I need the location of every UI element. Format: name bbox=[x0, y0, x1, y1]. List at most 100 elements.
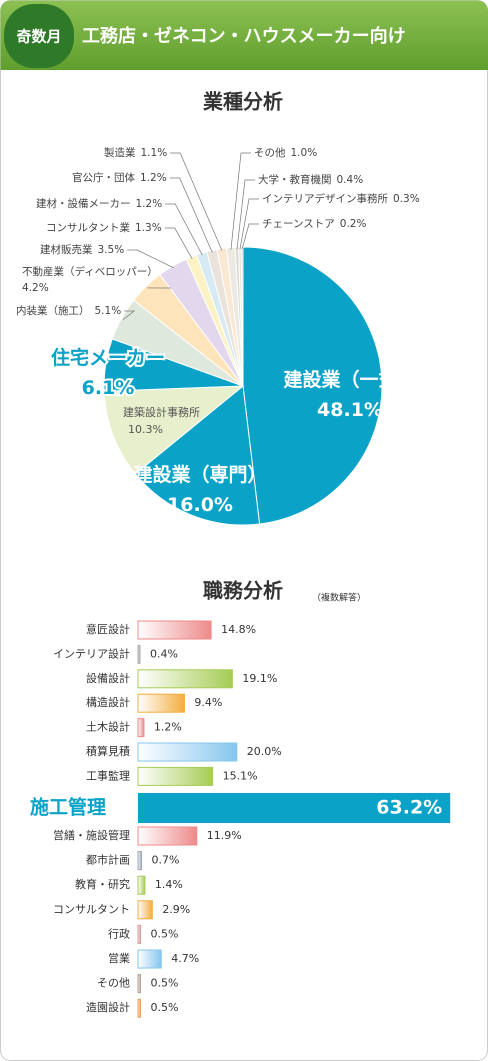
leader-line bbox=[122, 310, 136, 320]
value-label: 11.9% bbox=[207, 829, 242, 842]
bar bbox=[137, 998, 141, 1018]
value-label: 63.2% bbox=[376, 797, 442, 819]
category-label: 積算見積 bbox=[86, 744, 130, 758]
category-label: 教育・研究 bbox=[75, 877, 130, 891]
leader-line bbox=[165, 203, 203, 256]
bar bbox=[137, 742, 238, 762]
value-label: 0.5% bbox=[150, 977, 178, 990]
pie-label: 大学・教育機関 0.4% bbox=[258, 173, 363, 186]
pie-label: 製造業 1.1% bbox=[104, 146, 167, 159]
bar bbox=[137, 900, 153, 920]
pie-label: 官公庁・団体 1.2% bbox=[72, 171, 167, 184]
pie-label-name: 官公庁・団体 bbox=[72, 171, 135, 184]
pie-label-name: 大学・教育機関 bbox=[258, 173, 332, 186]
pie-title: 業種分析 bbox=[203, 90, 283, 114]
value-label: 0.5% bbox=[150, 927, 178, 940]
badge bbox=[4, 4, 74, 68]
pie-label-value: 3.5% bbox=[98, 244, 125, 256]
category-label: 行政 bbox=[108, 926, 130, 940]
pie-label-value: 1.0% bbox=[291, 147, 318, 159]
pie-label-value: 4.2% bbox=[22, 282, 49, 294]
category-label: 意匠設計 bbox=[86, 622, 130, 636]
pie-label-name: 不動産業（ディベロッパー） bbox=[22, 265, 158, 278]
value-label: 0.4% bbox=[150, 647, 178, 660]
header-bar bbox=[0, 0, 488, 70]
bar bbox=[137, 693, 185, 713]
pie-label-name: 建設業（一式） bbox=[283, 368, 416, 391]
leader-line bbox=[170, 152, 223, 251]
leader-line bbox=[230, 152, 251, 250]
category-label: インテリア設計 bbox=[53, 646, 130, 660]
pie-label: 内装業（施工） 5.1% bbox=[16, 304, 121, 317]
pie-label-name: 住宅メーカー bbox=[51, 346, 165, 369]
pie-label-name: 内装業（施工） bbox=[16, 304, 90, 317]
pie-label-value: 10.3% bbox=[128, 423, 163, 436]
pie-label-name: その他 bbox=[254, 146, 286, 159]
category-label: 都市計画 bbox=[86, 853, 130, 867]
badge-text: 奇数月 bbox=[16, 28, 61, 46]
bar bbox=[137, 924, 141, 944]
value-label: 15.1% bbox=[223, 769, 258, 782]
leader-line bbox=[169, 177, 213, 253]
bar bbox=[137, 851, 142, 871]
pie-slice bbox=[242, 246, 383, 525]
category-label: 施工管理 bbox=[30, 796, 106, 819]
bar bbox=[137, 766, 214, 786]
pie-label-value: 0.4% bbox=[337, 174, 364, 186]
pie-label-value: 0.2% bbox=[340, 218, 367, 230]
category-label: 設備設計 bbox=[86, 671, 130, 685]
bar bbox=[137, 974, 141, 994]
leader-line bbox=[241, 223, 259, 250]
value-label: 20.0% bbox=[247, 745, 282, 758]
bar bbox=[137, 644, 141, 664]
value-label: 9.4% bbox=[194, 696, 222, 709]
pie-label-value: 48.1% bbox=[317, 399, 383, 421]
bar bbox=[137, 669, 233, 689]
pie-slice bbox=[134, 385, 261, 526]
bar bbox=[137, 875, 146, 895]
category-label: その他 bbox=[97, 977, 130, 990]
pie-label: コンサルタント業 1.3% bbox=[46, 221, 162, 234]
value-label: 2.9% bbox=[162, 903, 190, 916]
pie-label-name: 建築設計事務所 bbox=[123, 405, 200, 419]
pie-label-value: 0.3% bbox=[393, 193, 420, 205]
pie-label: 建築設計事務所 10.3% bbox=[123, 405, 200, 436]
category-label: 営繕・施設管理 bbox=[53, 828, 130, 842]
value-label: 14.8% bbox=[221, 623, 256, 636]
header-title: 工務店・ゼネコン・ハウスメーカー向け bbox=[82, 25, 406, 47]
pie-label-value: 5.1% bbox=[95, 305, 122, 317]
pie-label: 住宅メーカー 6.1% bbox=[51, 346, 165, 399]
leader-line bbox=[127, 249, 174, 269]
pie-label-name: 建材・設備メーカー bbox=[36, 197, 131, 210]
category-label: 工事監理 bbox=[86, 768, 130, 782]
value-label: 1.4% bbox=[155, 878, 183, 891]
bar bbox=[137, 949, 162, 969]
pie-label-name: チェーンストア bbox=[262, 218, 335, 230]
bar bbox=[137, 620, 212, 640]
category-label: 構造設計 bbox=[86, 695, 130, 709]
bar-subtitle: （複数解答） bbox=[312, 592, 366, 604]
value-label: 4.7% bbox=[171, 952, 199, 965]
category-label: コンサルタント bbox=[53, 903, 130, 916]
pie-label-value: 6.1% bbox=[82, 377, 135, 399]
category-label: 土木設計 bbox=[86, 720, 130, 734]
leader-line bbox=[239, 198, 259, 250]
pie-label: その他 1.0% bbox=[254, 146, 317, 159]
pie-label-value: 1.3% bbox=[135, 222, 162, 234]
value-label: 0.5% bbox=[150, 1001, 178, 1014]
pie-label: チェーンストア 0.2% bbox=[262, 218, 366, 230]
value-label: 0.7% bbox=[151, 854, 179, 867]
pie-label: 建設業（専門） 16.0% bbox=[133, 463, 266, 516]
pie-label-name: 建材販売業 bbox=[40, 243, 93, 256]
value-label: 19.1% bbox=[242, 672, 277, 685]
pie-label: 建材・設備メーカー 1.2% bbox=[36, 197, 162, 210]
leader-line bbox=[164, 227, 193, 259]
bar bbox=[137, 826, 198, 846]
pie-label-value: 1.2% bbox=[136, 198, 163, 210]
pie-label-value: 16.0% bbox=[167, 494, 233, 516]
bar bbox=[138, 793, 451, 823]
pie-label: 建材販売業 3.5% bbox=[40, 243, 124, 256]
pie-slice bbox=[103, 385, 245, 475]
